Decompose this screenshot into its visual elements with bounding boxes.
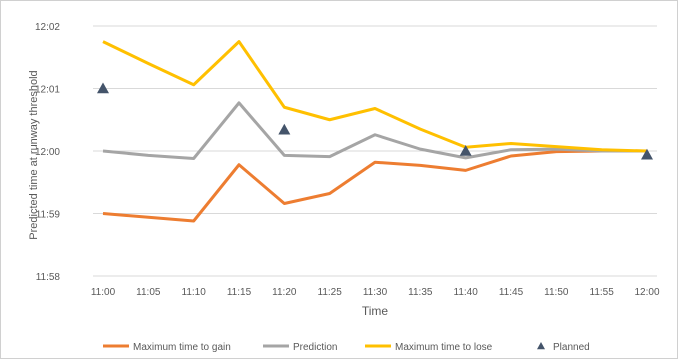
planned-marker [278, 123, 291, 135]
prediction-line [102, 101, 647, 160]
legend-swatch [537, 342, 545, 350]
x-tick-label: 11:55 [590, 287, 615, 298]
x-tick-label: 11:15 [227, 287, 252, 298]
planned-marker [97, 82, 109, 94]
planned-marker [459, 145, 472, 156]
legend-label: Prediction [293, 342, 337, 353]
x-tick-label: 11:05 [136, 287, 161, 298]
gridlines [93, 25, 657, 277]
x-tick-labels: 11:00 11:05 11:10 11:15 11:20 11:25 11:30 11:35… [91, 287, 660, 298]
x-tick-label: 12:00 [634, 287, 659, 298]
y-tick-label: 11:59 [36, 210, 61, 221]
y-tick-label: 12:02 [35, 22, 60, 33]
x-tick-label: 11:25 [318, 287, 343, 298]
y-tick-labels: 11:58 11:59 12:00 12:01 12:02 [35, 22, 60, 283]
y-axis-title: Predicted time at runway threshold [28, 70, 40, 239]
maximum-time-to-lose-line [102, 40, 648, 153]
x-axis-title: Time [362, 304, 389, 318]
planned-markers [97, 82, 653, 160]
x-tick-label: 11:40 [454, 287, 479, 298]
legend-label: Maximum time to gain [133, 342, 231, 353]
x-tick-label: 11:10 [182, 287, 207, 298]
y-tick-label: 12:01 [35, 85, 60, 96]
planned-marker [641, 148, 653, 160]
legend-label: Maximum time to lose [395, 342, 493, 353]
x-tick-label: 11:20 [272, 287, 297, 298]
series-lines [102, 40, 648, 223]
x-tick-label: 11:30 [363, 287, 388, 298]
legend: Maximum time to gain Prediction Maximum ti… [103, 342, 590, 353]
legend-label: Planned [553, 342, 590, 353]
x-tick-label: 11:45 [499, 287, 524, 298]
x-tick-label: 11:35 [408, 287, 433, 298]
x-tick-label: 11:00 [91, 287, 116, 298]
y-tick-label: 11:58 [36, 272, 61, 283]
x-tick-label: 11:50 [544, 287, 569, 298]
y-tick-label: 12:00 [35, 147, 60, 158]
maximum-time-to-gain-line [102, 149, 647, 223]
